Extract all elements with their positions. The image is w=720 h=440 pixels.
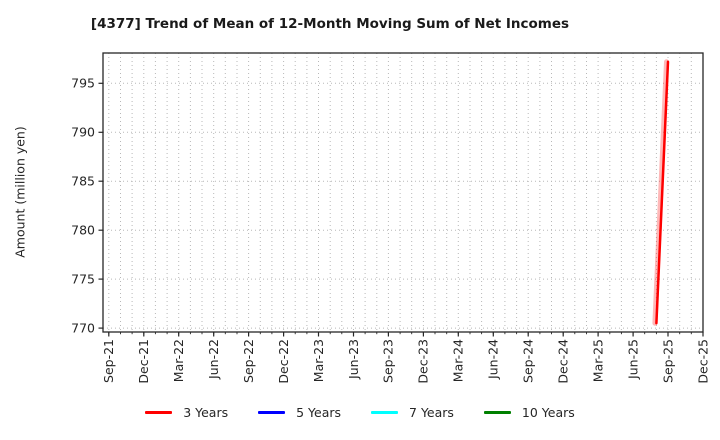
legend-label: 7 Years — [409, 405, 454, 420]
x-tick-label: Mar-24 — [451, 339, 466, 382]
series-line — [655, 60, 670, 325]
x-tick-label: Sep-23 — [381, 339, 396, 383]
y-tick-label: 775 — [71, 271, 95, 286]
legend-item-10-years: 10 Years — [483, 405, 575, 420]
legend-swatch-10-years — [483, 411, 511, 414]
x-tick-label: Jun-24 — [486, 339, 501, 380]
chart-title: [4377] Trend of Mean of 12-Month Moving … — [90, 16, 570, 32]
legend-swatch-7-years — [371, 411, 399, 414]
legend: 3 Years 5 Years 7 Years 10 Years — [0, 405, 720, 420]
x-tick-label: Sep-22 — [241, 339, 256, 383]
y-tick-label: 795 — [71, 76, 95, 91]
legend-swatch-3-years — [145, 411, 173, 414]
legend-label: 3 Years — [183, 405, 229, 420]
x-tick-label: Mar-25 — [590, 339, 605, 382]
legend-item-7-years: 7 Years — [371, 405, 454, 420]
legend-label: 10 Years — [521, 405, 575, 420]
y-tick-label: 790 — [71, 125, 95, 140]
x-tick-label: Dec-22 — [276, 339, 291, 384]
legend-item-5-years: 5 Years — [258, 405, 341, 420]
legend-item-3-years: 3 Years — [145, 405, 228, 420]
legend-swatch-5-years — [258, 411, 286, 414]
y-tick-label: 770 — [71, 320, 95, 335]
x-tick-label: Mar-23 — [311, 339, 326, 382]
x-tick-label: Sep-24 — [521, 339, 536, 383]
x-tick-label: Dec-23 — [416, 339, 431, 384]
x-tick-label: Mar-22 — [171, 339, 186, 382]
x-tick-label: Jun-23 — [346, 339, 361, 380]
series-line-halo — [652, 59, 669, 326]
x-tick-label: Dec-21 — [136, 339, 151, 384]
x-tick-label: Sep-25 — [660, 339, 675, 383]
x-tick-label: Dec-24 — [556, 339, 571, 384]
x-tick-label: Sep-21 — [101, 339, 116, 383]
x-tick-label: Dec-25 — [695, 339, 710, 384]
x-tick-label: Jun-22 — [206, 339, 221, 380]
y-tick-label: 780 — [71, 222, 95, 237]
y-tick-label: 785 — [71, 173, 95, 188]
legend-label: 5 Years — [296, 405, 342, 420]
x-tick-label: Jun-25 — [625, 339, 640, 380]
plot-border — [102, 52, 704, 333]
